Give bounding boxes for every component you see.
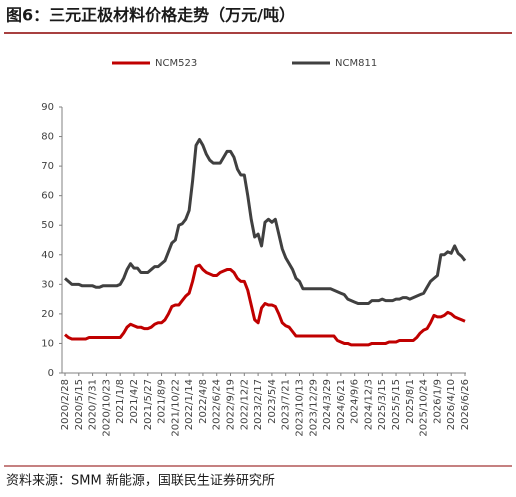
x-tick-label: 2023/7/21 [281, 379, 292, 430]
x-tick-label: 2021/1/8 [115, 379, 126, 424]
y-tick-label: 30 [41, 279, 54, 290]
x-tick-label: 2022/6/24 [212, 379, 223, 430]
x-tick-label: 2020/7/31 [88, 379, 99, 430]
x-tick-label: 2023/2/17 [253, 379, 264, 430]
x-tick-label: 2022/9/19 [226, 379, 237, 430]
x-tick-label: 2021/5/27 [143, 379, 154, 430]
y-tick-label: 10 [41, 338, 54, 349]
x-tick-label: 2023/5/4 [267, 379, 278, 424]
y-tick-label: 70 [41, 161, 54, 172]
x-tick-label: 2024/9/6 [350, 379, 361, 424]
x-tick-label: 2026/4/10 [446, 379, 457, 430]
chart-title: 图6：三元正极材料价格走势（万元/吨） [6, 6, 295, 25]
x-tick-label: 2026/1/9 [432, 379, 443, 424]
x-tick-label: 2020/10/23 [101, 379, 112, 437]
y-tick-label: 40 [41, 250, 54, 261]
x-tick-label: 2025/3/15 [377, 379, 388, 430]
y-tick-label: 0 [48, 368, 54, 379]
x-tick-label: 2026/6/26 [460, 379, 471, 430]
y-tick-label: 60 [41, 191, 54, 202]
legend-label: NCM523 [155, 58, 197, 69]
x-tick-label: 2022/4/8 [198, 379, 209, 424]
x-tick-label: 2023/12/29 [308, 379, 319, 437]
x-tick-label: 2024/12/3 [363, 379, 374, 430]
source-note: 资料来源：SMM 新能源，国联民生证券研究所 [6, 473, 275, 489]
series-line [64, 263, 466, 347]
x-tick-label: 2024/6/21 [336, 379, 347, 430]
y-tick-label: 50 [41, 220, 54, 231]
x-tick-label: 2023/10/13 [294, 379, 305, 437]
x-tick-label: 2022/1/14 [184, 379, 195, 430]
legend-label: NCM811 [335, 58, 377, 69]
y-tick-label: 90 [41, 102, 54, 113]
x-tick-label: 2024/3/29 [322, 379, 333, 430]
x-tick-label: 2025/10/24 [419, 379, 430, 437]
x-tick-label: 2021/8/9 [157, 379, 168, 424]
y-tick-label: 80 [41, 132, 54, 143]
x-tick-label: 2022/12/2 [239, 379, 250, 430]
x-tick-label: 2020/2/28 [60, 379, 71, 430]
x-tick-label: 2025/5/15 [391, 379, 402, 430]
x-tick-label: 2021/4/2 [129, 379, 140, 424]
x-tick-label: 2025/8/1 [405, 379, 416, 424]
y-tick-label: 20 [41, 309, 54, 320]
series-line [64, 138, 467, 306]
x-tick-label: 2021/10/22 [170, 379, 181, 437]
x-tick-label: 2020/5/15 [74, 379, 85, 430]
